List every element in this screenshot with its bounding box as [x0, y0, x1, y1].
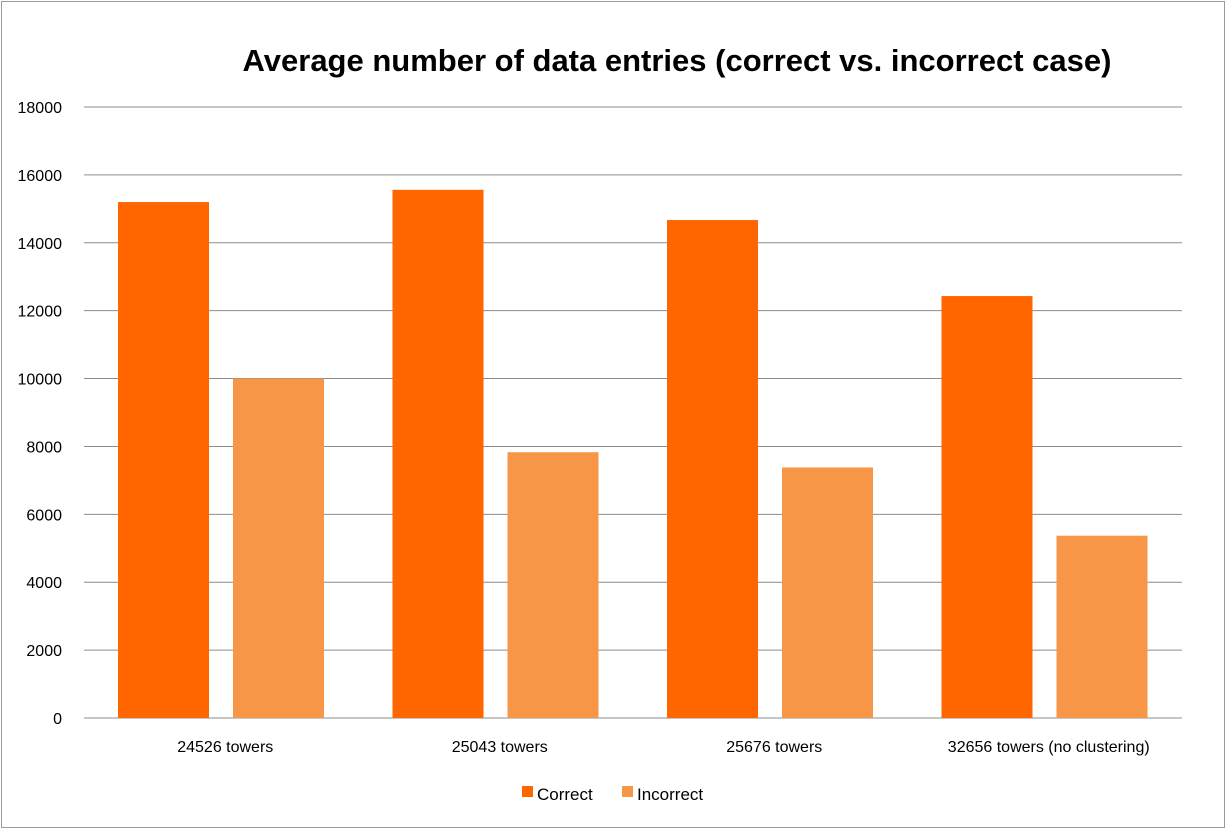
bars [118, 189, 1148, 719]
chart-title: Average number of data entries (correct … [243, 43, 1112, 78]
legend-swatch-incorrect [622, 786, 633, 797]
bar-incorrect-0 [233, 378, 324, 718]
x-tick-label: 24526 towers [177, 739, 273, 756]
y-tick-label: 2000 [26, 643, 62, 660]
legend-label-incorrect: Incorrect [637, 785, 703, 804]
x-tick-label: 25676 towers [726, 739, 822, 756]
bar-incorrect-3 [1056, 535, 1148, 718]
y-tick-label: 18000 [18, 100, 63, 117]
y-axis-ticks: 0 2000 4000 6000 8000 10000 12000 14000 16000 180… [18, 100, 63, 728]
y-tick-label: 0 [53, 711, 62, 728]
x-tick-label: 32656 towers (no clustering) [948, 739, 1150, 756]
legend: Correct Incorrect [522, 785, 703, 804]
bar-incorrect-1 [507, 452, 599, 718]
bar-incorrect-2 [782, 467, 873, 718]
bar-correct-2 [667, 220, 758, 718]
x-tick-label: 25043 towers [452, 739, 548, 756]
y-tick-label: 6000 [26, 507, 62, 524]
x-axis-ticks: 24526 towers 25043 towers 25676 towers 3265… [177, 739, 1149, 756]
bar-correct-0 [118, 202, 209, 719]
y-tick-label: 14000 [18, 236, 63, 253]
legend-swatch-correct [522, 786, 533, 797]
bar-correct-1 [392, 189, 484, 718]
y-tick-label: 16000 [18, 168, 63, 185]
y-tick-label: 4000 [26, 575, 62, 592]
legend-label-correct: Correct [537, 785, 593, 804]
bar-correct-3 [941, 296, 1033, 718]
y-tick-label: 8000 [26, 439, 62, 456]
y-tick-label: 12000 [18, 304, 63, 321]
y-tick-label: 10000 [18, 372, 63, 389]
